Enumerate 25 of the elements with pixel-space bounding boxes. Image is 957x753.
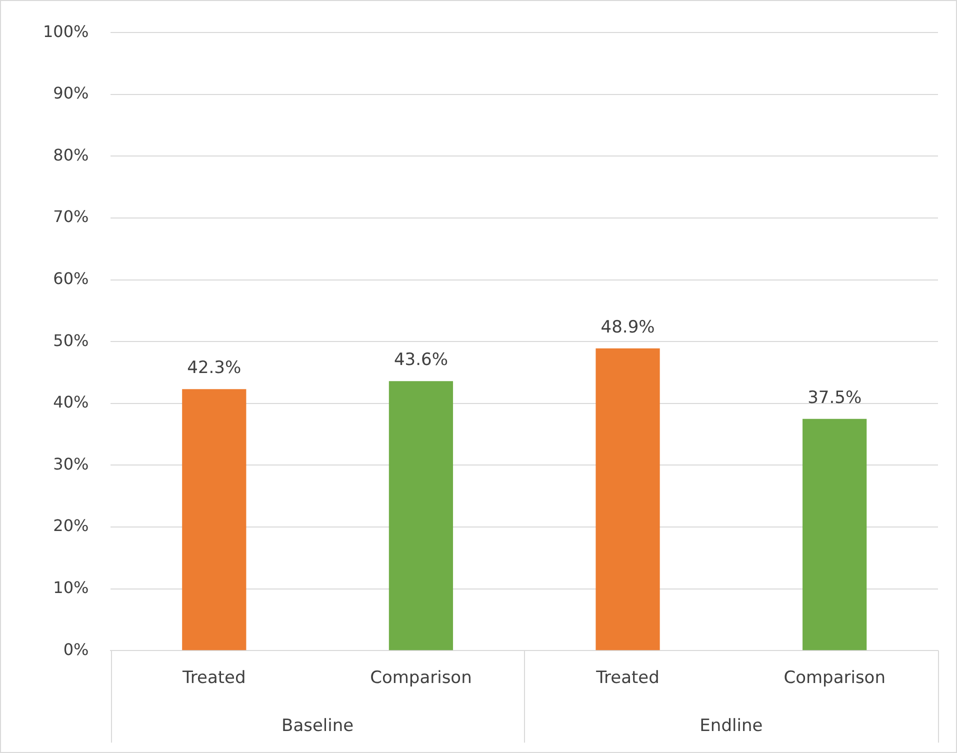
- x-tick-label: Treated: [182, 668, 246, 688]
- y-tick-label: 0%: [63, 640, 89, 659]
- x-tick-label: Comparison: [370, 668, 472, 688]
- bar: [802, 418, 867, 650]
- y-tick-label: 90%: [53, 84, 89, 103]
- x-tick-label: Comparison: [784, 668, 886, 688]
- bar: [182, 389, 246, 650]
- data-label: 37.5%: [808, 388, 862, 408]
- bar: [596, 348, 660, 650]
- bar: [388, 381, 454, 650]
- y-tick-label: 20%: [53, 516, 89, 536]
- y-tick-label: 10%: [53, 578, 89, 597]
- data-label: 43.6%: [394, 350, 448, 370]
- x-tick-label: Treated: [595, 668, 660, 688]
- text: Endline: [700, 716, 763, 736]
- y-tick-label: 100%: [42, 22, 89, 41]
- y-tick-label: 50%: [53, 330, 89, 350]
- text: Baseline: [282, 716, 354, 736]
- y-tick-label: 30%: [53, 454, 89, 474]
- y-tick-label: 60%: [53, 268, 89, 288]
- y-tick-label: 40%: [53, 392, 89, 412]
- data-label: 42.3%: [187, 358, 242, 378]
- data-label: 48.9%: [600, 317, 655, 338]
- y-tick-label: 80%: [53, 145, 89, 164]
- y-tick-label: 70%: [53, 207, 89, 226]
